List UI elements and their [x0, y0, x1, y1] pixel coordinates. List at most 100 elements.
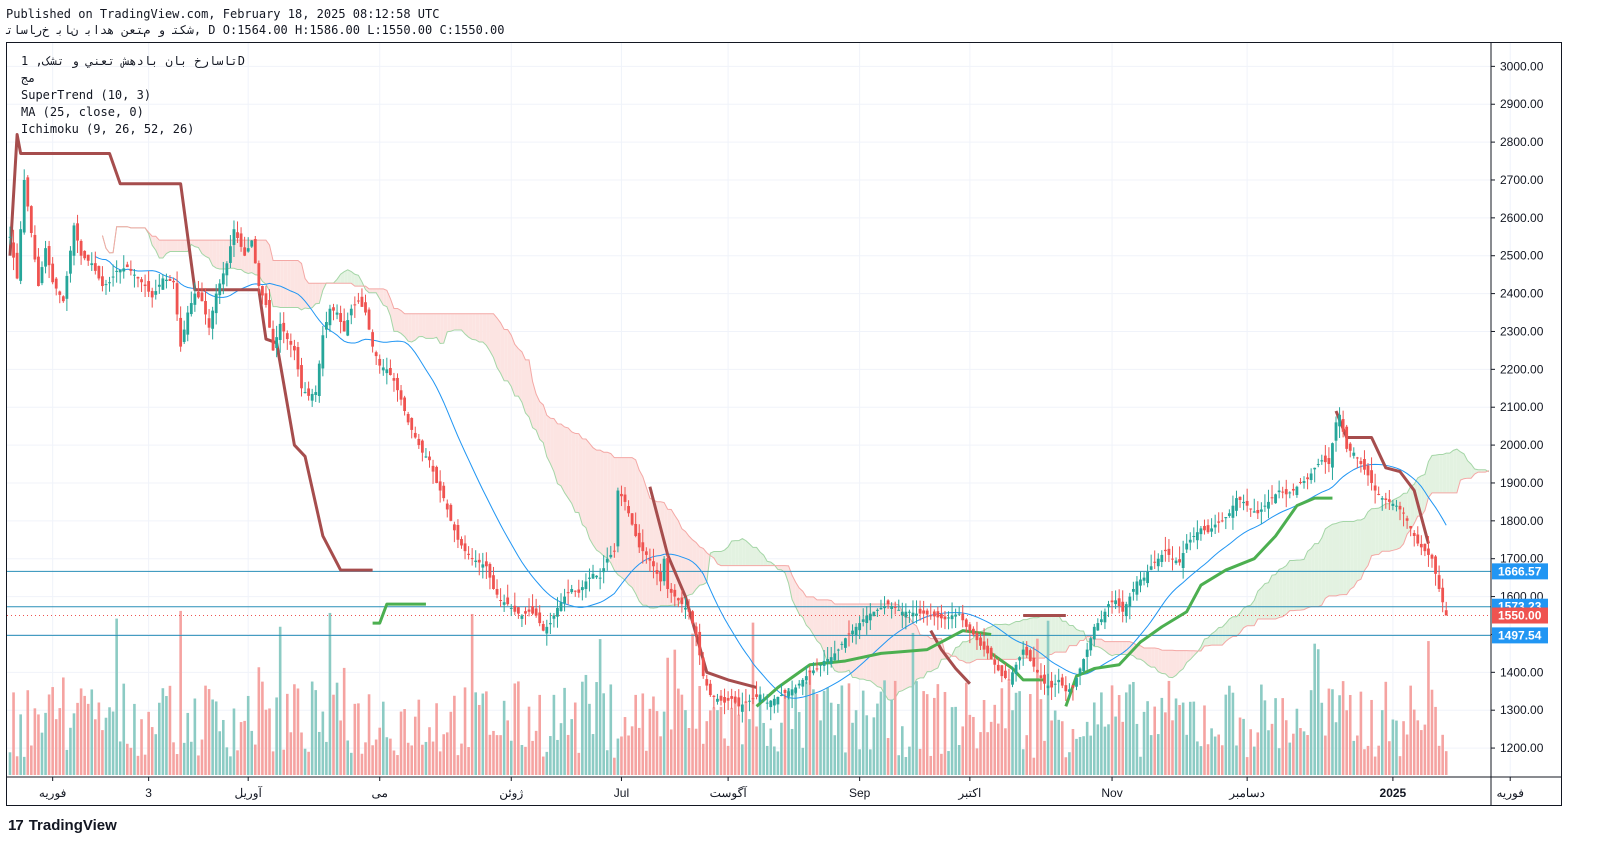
- volume-bar: [392, 750, 396, 775]
- cloud-segment: [1364, 511, 1369, 571]
- cloud-segment: [1446, 453, 1450, 493]
- candle-body: [1153, 561, 1157, 563]
- volume-bar: [1053, 710, 1057, 775]
- volume-bar: [445, 732, 449, 775]
- legend-ichimoku[interactable]: Ichimoku (9, 26, 52, 26): [21, 122, 195, 136]
- cloud-segment: [184, 240, 188, 252]
- candle-body: [1384, 498, 1388, 500]
- cloud-segment: [425, 313, 430, 339]
- candle-body: [1000, 665, 1004, 677]
- volume-bar: [328, 612, 332, 775]
- cloud-segment: [1247, 605, 1251, 626]
- candle-body: [200, 292, 204, 302]
- cloud-segment: [418, 313, 423, 337]
- candle-body: [968, 624, 972, 631]
- cloud-segment: [660, 501, 665, 606]
- cloud-segment: [1097, 639, 1102, 649]
- candle-body: [1249, 508, 1253, 510]
- candle-body: [65, 275, 69, 299]
- cloud-segment: [180, 240, 185, 252]
- cloud-segment: [763, 555, 768, 566]
- volume-bar: [566, 734, 570, 775]
- chart-area[interactable]: 1200.001300.001400.001500.001600.001700.…: [6, 42, 1562, 806]
- cloud-segment: [475, 313, 480, 343]
- candle-body: [1110, 600, 1114, 603]
- y-tick-label: 2000.00: [1500, 438, 1544, 452]
- y-tick-label: 2600.00: [1500, 211, 1544, 225]
- volume-bar: [598, 639, 602, 775]
- volume-bar: [876, 703, 879, 775]
- cloud-segment: [1215, 627, 1219, 646]
- cloud-segment: [1314, 543, 1319, 607]
- tradingview-logo[interactable]: 17 TradingView: [8, 815, 117, 835]
- cloud-segment: [415, 313, 419, 341]
- cloud-segment: [369, 288, 373, 293]
- candle-body: [435, 466, 438, 483]
- volume-bar: [1377, 745, 1380, 775]
- price-chart[interactable]: 1200.001300.001400.001500.001600.001700.…: [7, 43, 1561, 805]
- legend-ma[interactable]: MA (25, close, 0): [21, 105, 144, 119]
- cloud-segment: [468, 313, 473, 340]
- volume-bar: [929, 755, 933, 775]
- candle-body: [1309, 473, 1313, 481]
- cloud-segment: [1325, 526, 1329, 599]
- cloud-segment: [1183, 650, 1187, 669]
- volume-bar: [222, 719, 225, 775]
- volume-bar: [232, 708, 236, 775]
- candle-body: [257, 263, 261, 287]
- cloud-segment: [1005, 624, 1009, 660]
- volume-bar: [659, 736, 662, 775]
- cloud-segment: [930, 638, 935, 672]
- volume-bar: [1420, 730, 1423, 775]
- candle-body: [932, 611, 936, 617]
- cloud-segment: [347, 269, 352, 284]
- cloud-segment: [1268, 575, 1273, 619]
- candle-body: [1387, 499, 1391, 502]
- legend-symbol[interactable]: ﺗﺎﺳﺎﺭﺥ ﺑﺎﻥ ﺑﺎﺩﻫﺶ ﺗﻌﻨﻲ ﻭ ﺗﺸﮏ, 1D: [21, 54, 245, 68]
- candle-body: [595, 575, 598, 578]
- cloud-segment: [550, 418, 554, 472]
- volume-bar: [154, 734, 158, 775]
- candle-body: [1284, 489, 1288, 495]
- cloud-segment: [1435, 454, 1440, 493]
- volume-bar: [1427, 641, 1430, 775]
- cloud-segment: [273, 260, 277, 307]
- volume-bar: [829, 702, 833, 775]
- cloud-segment: [1400, 493, 1404, 548]
- volume-bar: [335, 682, 339, 775]
- candle-body: [399, 390, 403, 400]
- y-tick-label: 1200.00: [1500, 741, 1544, 755]
- volume-bar: [293, 684, 296, 775]
- candle-body: [588, 577, 591, 579]
- x-tick-label: Jul: [614, 786, 629, 800]
- cloud-segment: [1382, 503, 1386, 552]
- candle-body: [1139, 579, 1142, 586]
- cloud-segment: [436, 313, 441, 344]
- volume-bar: [406, 742, 410, 775]
- volume-bar: [524, 746, 527, 775]
- volume-bar: [1011, 710, 1014, 775]
- candle-body: [801, 679, 805, 687]
- candle-body: [1252, 511, 1256, 513]
- volume-bar: [623, 717, 627, 775]
- candle-body: [1291, 488, 1295, 491]
- candle-body: [161, 278, 165, 290]
- cloud-segment: [802, 591, 807, 626]
- volume-bar: [570, 719, 573, 775]
- volume-bar: [396, 755, 399, 775]
- cloud-segment: [1190, 650, 1194, 660]
- candle-body: [371, 332, 375, 347]
- volume-bar: [883, 680, 886, 775]
- volume-bar: [285, 693, 289, 775]
- volume-bar: [1220, 745, 1224, 775]
- candle-body: [794, 687, 798, 693]
- volume-bar: [1316, 649, 1320, 775]
- legend-supertrend[interactable]: SuperTrend (10, 3): [21, 88, 152, 102]
- moving-average-line: [95, 256, 1447, 699]
- candle-body: [886, 600, 890, 605]
- cloud-segment: [1040, 615, 1045, 659]
- volume-bar: [168, 685, 172, 775]
- volume-bar: [787, 688, 790, 775]
- cloud-segment: [351, 271, 355, 287]
- cloud-segment: [610, 453, 615, 571]
